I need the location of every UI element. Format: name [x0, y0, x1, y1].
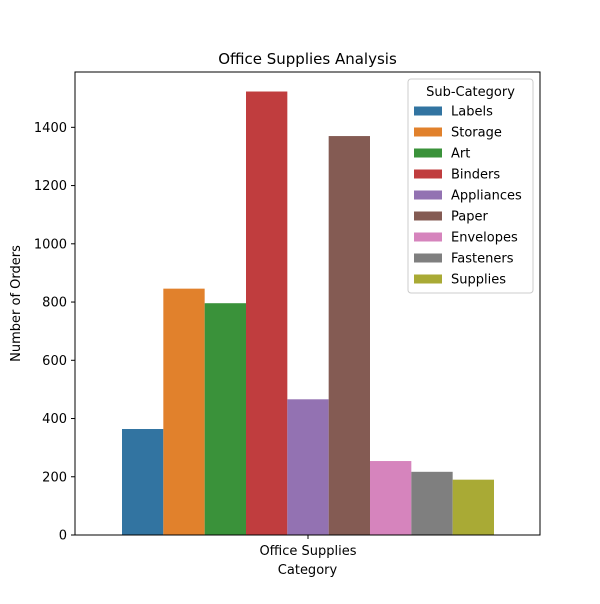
legend-swatch	[414, 253, 442, 263]
y-tick-label: 1000	[34, 237, 67, 252]
legend-swatch	[414, 232, 442, 242]
legend-entry: Paper	[451, 210, 488, 225]
bar-labels	[122, 429, 164, 535]
legend-entry: Envelopes	[451, 231, 518, 246]
x-axis-label: Category	[278, 563, 338, 578]
legend-swatch	[414, 211, 442, 221]
y-tick-label: 400	[42, 412, 67, 427]
y-tick-label: 1200	[34, 179, 67, 194]
y-axis-label: Number of Orders	[9, 245, 24, 362]
legend-entry: Art	[451, 147, 470, 162]
bar-paper	[328, 136, 370, 535]
legend-swatch	[414, 148, 442, 158]
bar-fasteners	[411, 471, 453, 535]
bar-appliances	[287, 399, 329, 535]
legend-swatch	[414, 190, 442, 200]
bar-supplies	[452, 479, 494, 535]
y-tick-label: 200	[42, 470, 67, 485]
legend-swatch	[414, 274, 442, 284]
chart-title: Office Supplies Analysis	[218, 50, 397, 68]
axes-layer: 0 200 400 600 800 1000 1200 1400 Office Supplies	[34, 71, 541, 559]
y-tick-label: 0	[59, 529, 67, 544]
legend-entry: Supplies	[451, 273, 506, 288]
legend-entry: Binders	[451, 168, 500, 183]
legend-swatch	[414, 106, 442, 116]
legend-swatch	[414, 169, 442, 179]
bar-storage	[163, 288, 205, 535]
y-tick-label: 1400	[34, 121, 67, 136]
legend-entry: Fasteners	[451, 252, 514, 267]
x-tick-label: Office Supplies	[259, 544, 356, 559]
bar-envelopes	[370, 461, 412, 535]
y-tick-label: 800	[42, 296, 67, 311]
bar-art	[204, 303, 246, 535]
legend-swatch	[414, 127, 442, 137]
legend-title: Sub-Category	[426, 85, 515, 100]
legend-entry: Storage	[451, 126, 502, 141]
legend: Sub-Category Labels Storage Art Binders Appli…	[407, 78, 534, 294]
y-tick-label: 600	[42, 354, 67, 369]
legend-entry: Labels	[451, 105, 493, 120]
legend-entry: Appliances	[451, 189, 522, 204]
bars-layer	[122, 91, 494, 535]
bar-binders	[246, 91, 288, 535]
